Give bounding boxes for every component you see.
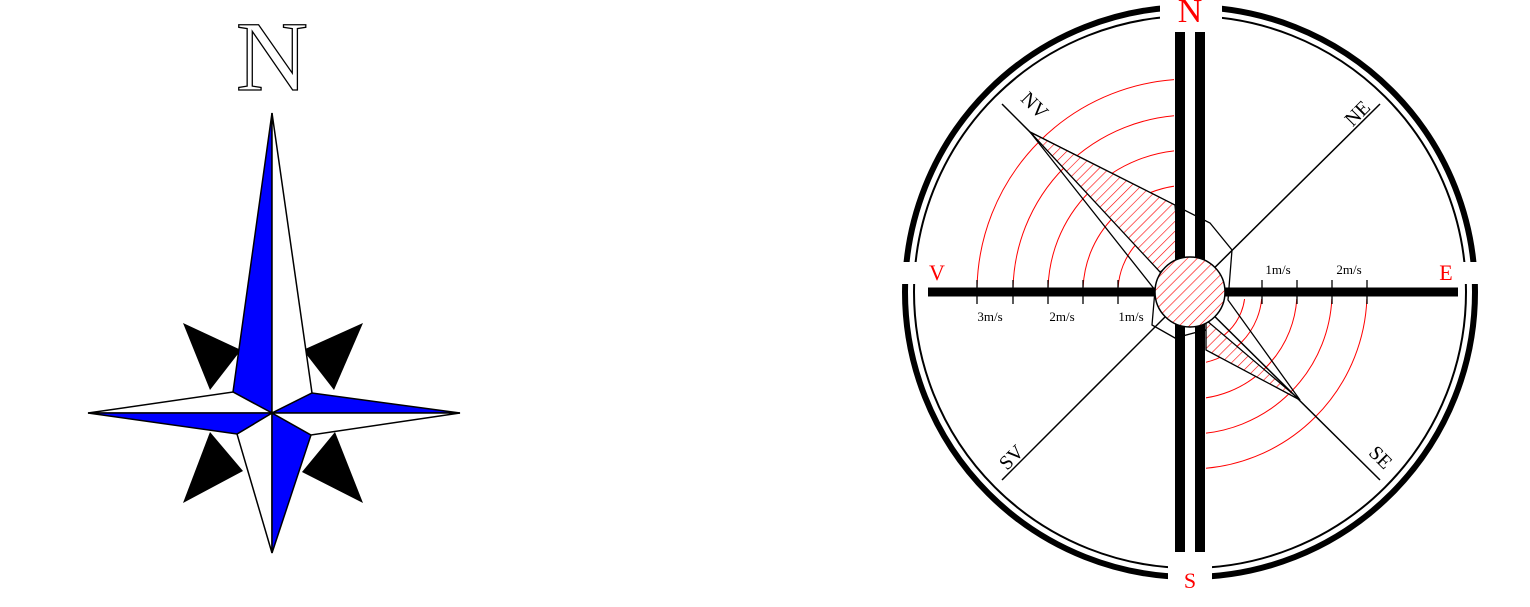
diagonal-label-nv: NV	[1016, 88, 1052, 124]
scale-label-right-1: 2m/s	[1336, 262, 1361, 277]
direction-line-ne	[1189, 103, 1381, 293]
diagonal-spike-nw	[183, 323, 241, 390]
scale-label-right-0: 1m/s	[1265, 262, 1290, 277]
compass-star: N	[87, 0, 461, 554]
star-point-east-white	[269, 412, 461, 436]
hatched-petal-nw	[1029, 131, 1181, 273]
cardinal-label-south: S	[1184, 568, 1196, 593]
diagonal-spike-se	[302, 432, 363, 503]
hatched-petal-se	[1205, 318, 1301, 401]
star-point-north-white	[271, 112, 313, 415]
compass-north-label: N	[236, 1, 308, 112]
cardinal-label-north: N	[1178, 0, 1203, 30]
diagonal-spike-sw	[183, 432, 243, 503]
scale-ticks	[976, 280, 1368, 304]
direction-line-sw	[1001, 291, 1191, 481]
cardinal-label-east: E	[1439, 260, 1452, 285]
scale-label-left-2: 1m/s	[1118, 309, 1143, 324]
diagonal-label-sv: SV	[995, 441, 1029, 475]
direction-line-se	[1189, 291, 1381, 481]
scale-label-left-1: 2m/s	[1049, 309, 1074, 324]
wind-rose: 3m/s 2m/s 1m/s 1m/s 2m/s N S V E NV NE S…	[900, 0, 1482, 593]
star-point-south-white	[236, 411, 273, 554]
center-calm-circle	[1154, 256, 1226, 328]
cardinal-label-west: V	[929, 260, 945, 285]
star-point-north-blue	[232, 112, 273, 415]
scale-label-left-0: 3m/s	[977, 309, 1002, 324]
star-point-south-blue	[271, 411, 312, 554]
diagonal-spike-ne	[303, 323, 363, 390]
diagonal-label-ne: NE	[1341, 97, 1375, 131]
star-point-west-blue	[87, 412, 275, 435]
